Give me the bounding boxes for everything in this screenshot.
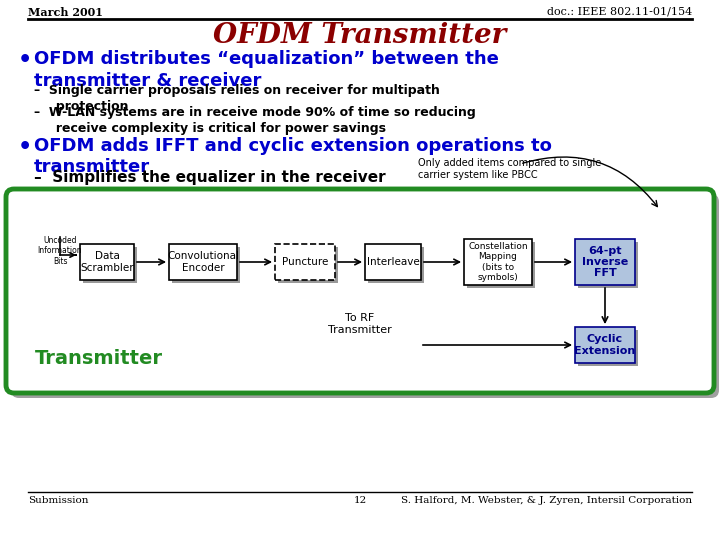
Text: Puncture: Puncture (282, 257, 328, 267)
FancyBboxPatch shape (275, 244, 335, 280)
Text: •: • (18, 137, 32, 157)
FancyBboxPatch shape (83, 247, 137, 283)
Text: S. Halford, M. Webster, & J. Zyren, Intersil Corporation: S. Halford, M. Webster, & J. Zyren, Inte… (401, 496, 692, 505)
Text: •: • (18, 50, 32, 70)
Text: 64-pt
Inverse
FFT: 64-pt Inverse FFT (582, 246, 628, 278)
FancyBboxPatch shape (368, 247, 424, 283)
Text: To RF
Transmitter: To RF Transmitter (328, 313, 392, 335)
Text: Data
Scrambler: Data Scrambler (80, 252, 134, 273)
Text: Interleave: Interleave (366, 257, 419, 267)
Text: March 2001: March 2001 (28, 7, 103, 18)
Text: Convolutional
Encoder: Convolutional Encoder (167, 252, 239, 273)
Text: –  Simplifies the equalizer in the receiver: – Simplifies the equalizer in the receiv… (34, 170, 386, 185)
FancyBboxPatch shape (11, 194, 719, 398)
FancyBboxPatch shape (575, 327, 635, 363)
FancyBboxPatch shape (365, 244, 421, 280)
FancyBboxPatch shape (80, 244, 134, 280)
Text: Cyclic
Extension: Cyclic Extension (575, 334, 636, 356)
FancyBboxPatch shape (278, 247, 338, 283)
FancyBboxPatch shape (6, 189, 714, 393)
FancyBboxPatch shape (575, 239, 635, 285)
Text: OFDM distributes “equalization” between the
transmitter & receiver: OFDM distributes “equalization” between … (34, 50, 499, 90)
FancyBboxPatch shape (464, 239, 532, 285)
Text: Submission: Submission (28, 496, 89, 505)
FancyBboxPatch shape (578, 330, 638, 366)
FancyBboxPatch shape (467, 242, 535, 288)
Text: doc.: IEEE 802.11-01/154: doc.: IEEE 802.11-01/154 (546, 7, 692, 17)
Text: Transmitter: Transmitter (35, 349, 163, 368)
FancyBboxPatch shape (172, 247, 240, 283)
Text: OFDM adds IFFT and cyclic extension operations to
transmitter: OFDM adds IFFT and cyclic extension oper… (34, 137, 552, 177)
Text: Uncoded
Information
Bits: Uncoded Information Bits (37, 236, 82, 266)
Text: Only added items compared to single
carrier system like PBCC: Only added items compared to single carr… (418, 158, 601, 180)
Text: OFDM Transmitter: OFDM Transmitter (213, 22, 507, 49)
Text: Constellation
Mapping
(bits to
symbols): Constellation Mapping (bits to symbols) (468, 242, 528, 281)
FancyBboxPatch shape (169, 244, 237, 280)
Text: –  W-LAN systems are in receive mode 90% of time so reducing
     receive comple: – W-LAN systems are in receive mode 90% … (34, 106, 476, 135)
Text: 12: 12 (354, 496, 366, 505)
FancyBboxPatch shape (578, 242, 638, 288)
Text: –  Single carrier proposals relies on receiver for multipath
     protection: – Single carrier proposals relies on rec… (34, 84, 440, 113)
